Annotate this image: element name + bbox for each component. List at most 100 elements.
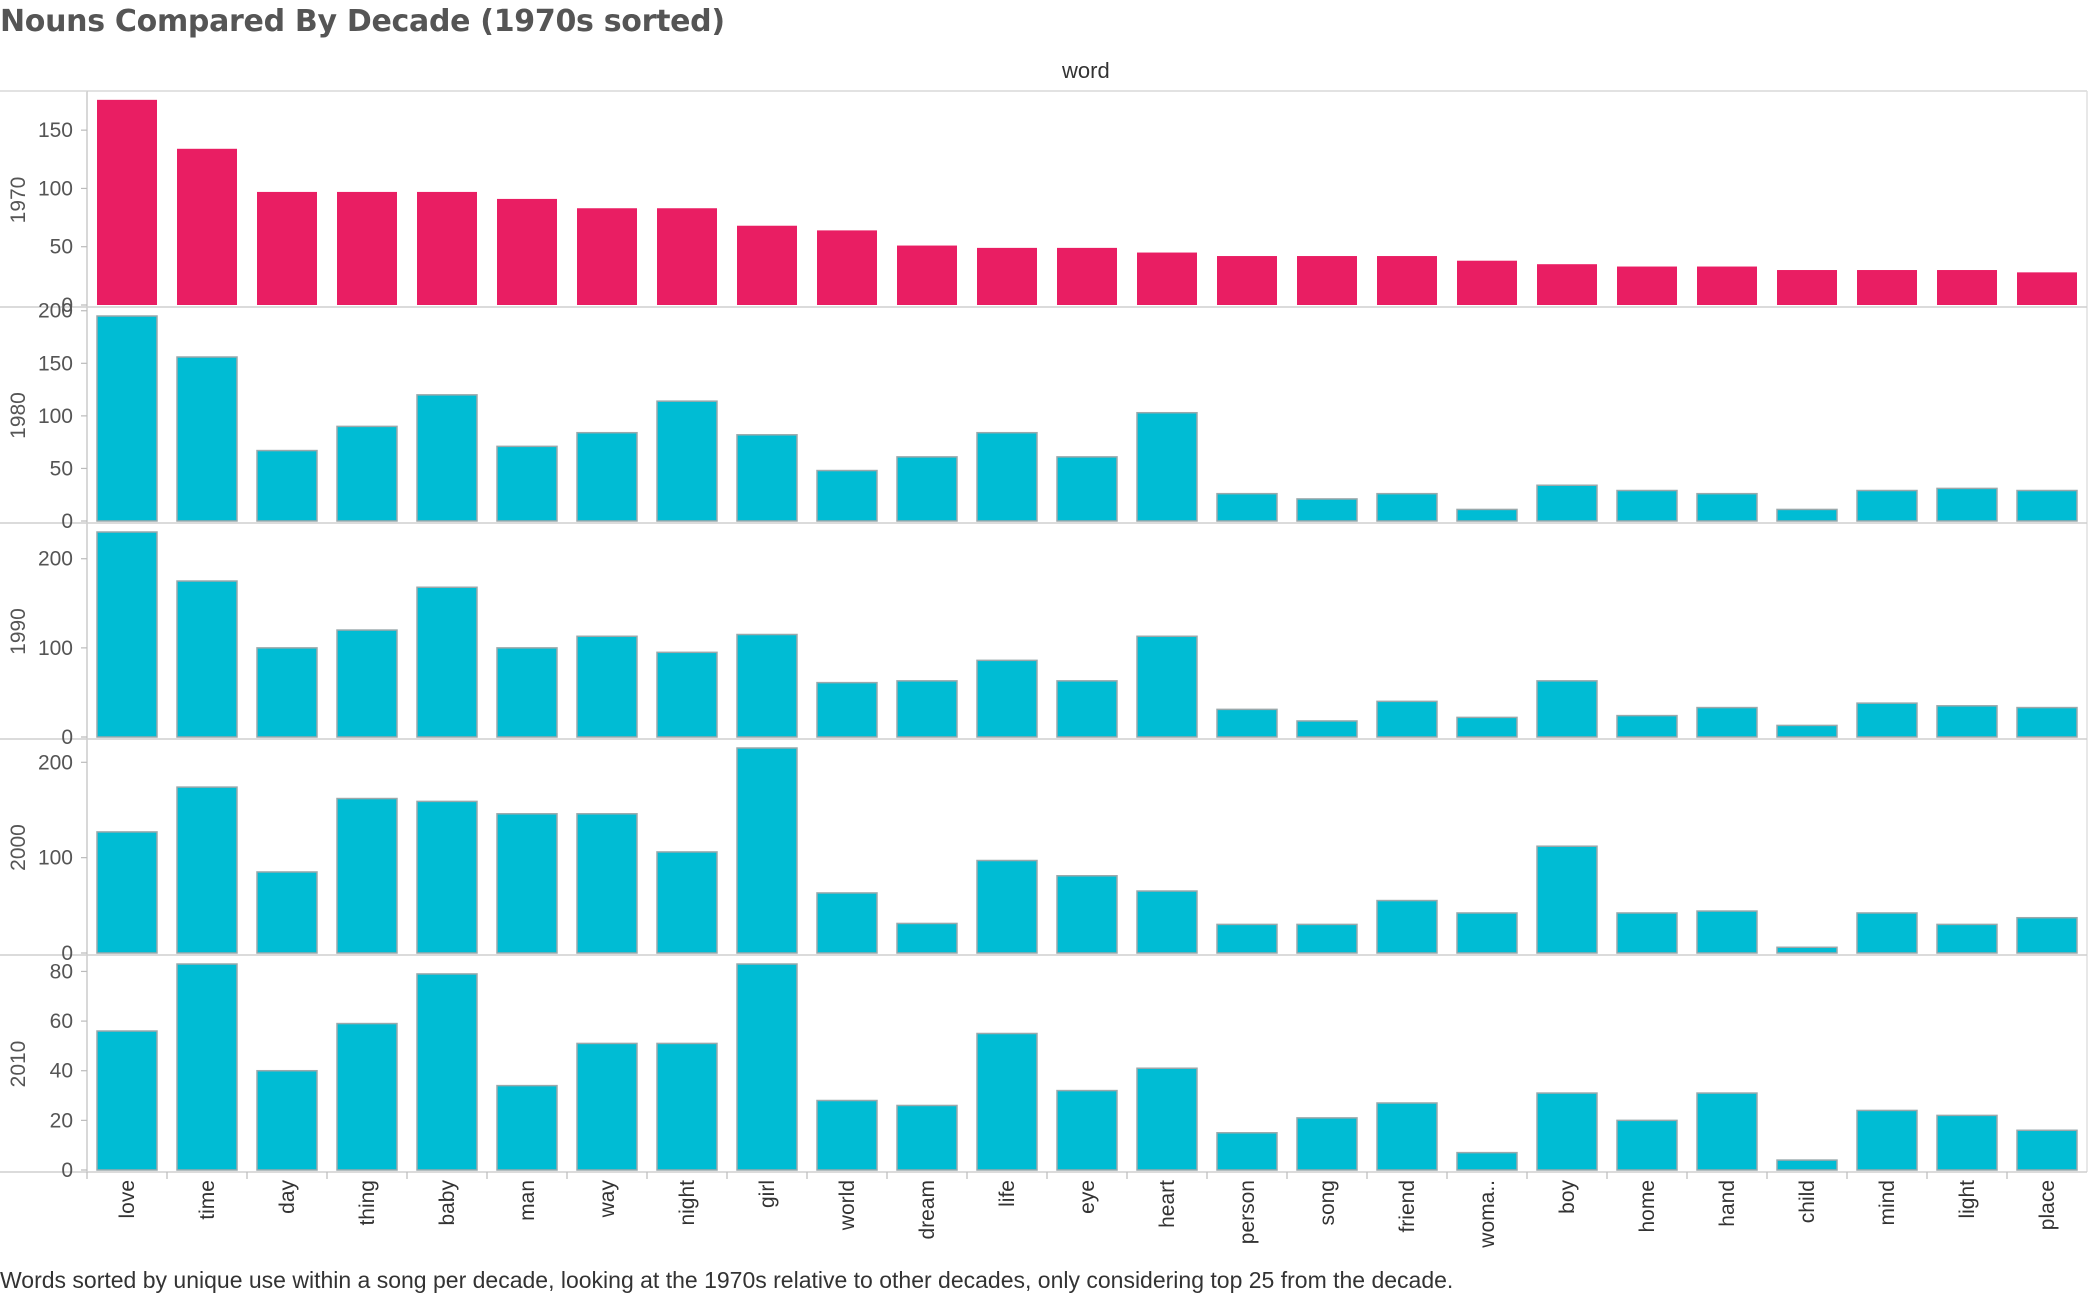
bar-1980-boy (1536, 484, 1598, 522)
y-tick-label-2000-0: 0 (61, 942, 73, 965)
bar-2000-place (2016, 916, 2078, 954)
bar-1990-day (256, 647, 318, 738)
bar-2010-child (1776, 1159, 1838, 1171)
category-label-home: home (1636, 1180, 1659, 1233)
bar-2000-way (576, 813, 638, 954)
bar-1990-place (2016, 706, 2078, 738)
bar-2010-life (976, 1032, 1038, 1171)
y-tick-label-1990-200: 200 (38, 548, 73, 571)
bar-2000-life (976, 859, 1038, 954)
bar-2010-light (1936, 1114, 1998, 1171)
bar-2010-place (2016, 1129, 2078, 1171)
bar-1990-boy (1536, 680, 1598, 738)
category-label-place: place (2036, 1180, 2059, 1230)
bar-2010-time (176, 963, 238, 1171)
bar-1990-song (1296, 720, 1358, 738)
bar-1990-time (176, 580, 238, 738)
category-label-heart: heart (1156, 1180, 1179, 1228)
bar-2010-person (1216, 1132, 1278, 1171)
category-label-way: way (596, 1180, 619, 1219)
bar-2000-woma.. (1456, 912, 1518, 954)
bar-2010-man (496, 1084, 558, 1171)
bar-1970-man (497, 198, 557, 305)
bar-1970-light (1937, 270, 1997, 305)
bar-1970-child (1777, 270, 1837, 305)
bar-2000-love (96, 831, 158, 954)
bar-2010-girl (736, 963, 798, 1171)
bar-2000-thing (336, 797, 398, 954)
bar-2010-world (816, 1099, 878, 1171)
category-label-love: love (116, 1180, 139, 1219)
bar-1990-dream (896, 680, 958, 738)
bar-1980-world (816, 469, 878, 522)
bar-1990-love (96, 531, 158, 738)
category-label-girl: girl (756, 1180, 779, 1208)
bar-1990-baby (416, 586, 478, 738)
bar-1990-woma.. (1456, 716, 1518, 738)
bar-2000-friend (1376, 899, 1438, 954)
bar-1970-dream (897, 245, 957, 305)
bar-1970-song (1297, 256, 1357, 305)
bar-1980-man (496, 445, 558, 522)
category-label-baby: baby (436, 1180, 459, 1226)
bar-1990-night (656, 651, 718, 738)
y-tick-label-1980-0: 0 (61, 510, 73, 533)
y-tick-label-2010-80: 80 (50, 960, 73, 983)
bar-1970-time (177, 148, 237, 305)
bar-2000-dream (896, 922, 958, 954)
bar-1980-home (1616, 489, 1678, 522)
y-tick-label-1980-50: 50 (50, 457, 73, 480)
bar-1970-night (657, 208, 717, 305)
bar-1980-woma.. (1456, 508, 1518, 522)
bar-1980-baby (416, 394, 478, 522)
bar-1970-day (257, 191, 317, 305)
bar-1980-way (576, 431, 638, 522)
bar-1980-night (656, 400, 718, 522)
category-label-day: day (276, 1180, 299, 1214)
bar-1980-dream (896, 456, 958, 522)
bar-1970-hand (1697, 266, 1757, 305)
chart-caption: Words sorted by unique use within a song… (0, 1267, 1454, 1293)
bar-1990-child (1776, 724, 1838, 738)
y-tick-label-2000-200: 200 (38, 751, 73, 774)
category-label-light: light (1956, 1180, 1979, 1219)
category-label-man: man (516, 1180, 539, 1221)
bar-1980-light (1936, 487, 1998, 522)
y-tick-label-1990-100: 100 (38, 637, 73, 660)
bar-1970-world (817, 230, 877, 305)
bar-1980-day (256, 449, 318, 522)
category-label-person: person (1236, 1180, 1259, 1244)
category-label-boy: boy (1556, 1180, 1579, 1214)
category-label-thing: thing (356, 1180, 379, 1226)
bar-1990-home (1616, 714, 1678, 738)
y-tick-label-1970-150: 150 (38, 119, 73, 142)
bar-1990-man (496, 647, 558, 738)
category-label-hand: hand (1716, 1180, 1739, 1227)
row-label-1990: 1990 (7, 608, 30, 655)
bar-1990-girl (736, 633, 798, 738)
bar-2010-song (1296, 1117, 1358, 1171)
category-label-song: song (1316, 1180, 1339, 1226)
bar-1980-heart (1136, 411, 1198, 522)
category-label-life: life (996, 1180, 1019, 1207)
bar-2010-way (576, 1042, 638, 1171)
bar-1980-eye (1056, 456, 1118, 522)
bar-1990-thing (336, 629, 398, 738)
bar-2000-hand (1696, 910, 1758, 954)
bar-1970-love (97, 99, 157, 305)
category-label-dream: dream (916, 1180, 939, 1240)
bar-1980-love (96, 315, 158, 522)
chart-title: Nouns Compared By Decade (1970s sorted) (0, 4, 725, 39)
bar-2010-friend (1376, 1102, 1438, 1171)
bar-1970-eye (1057, 247, 1117, 305)
y-tick-label-1980-150: 150 (38, 352, 73, 375)
bar-2000-baby (416, 800, 478, 954)
bar-2010-eye (1056, 1089, 1118, 1171)
bar-2000-night (656, 851, 718, 954)
bar-2000-world (816, 892, 878, 954)
y-tick-label-1980-200: 200 (38, 300, 73, 323)
bar-2000-time (176, 786, 238, 954)
category-label-night: night (676, 1180, 699, 1226)
y-tick-label-2010-20: 20 (50, 1109, 73, 1132)
